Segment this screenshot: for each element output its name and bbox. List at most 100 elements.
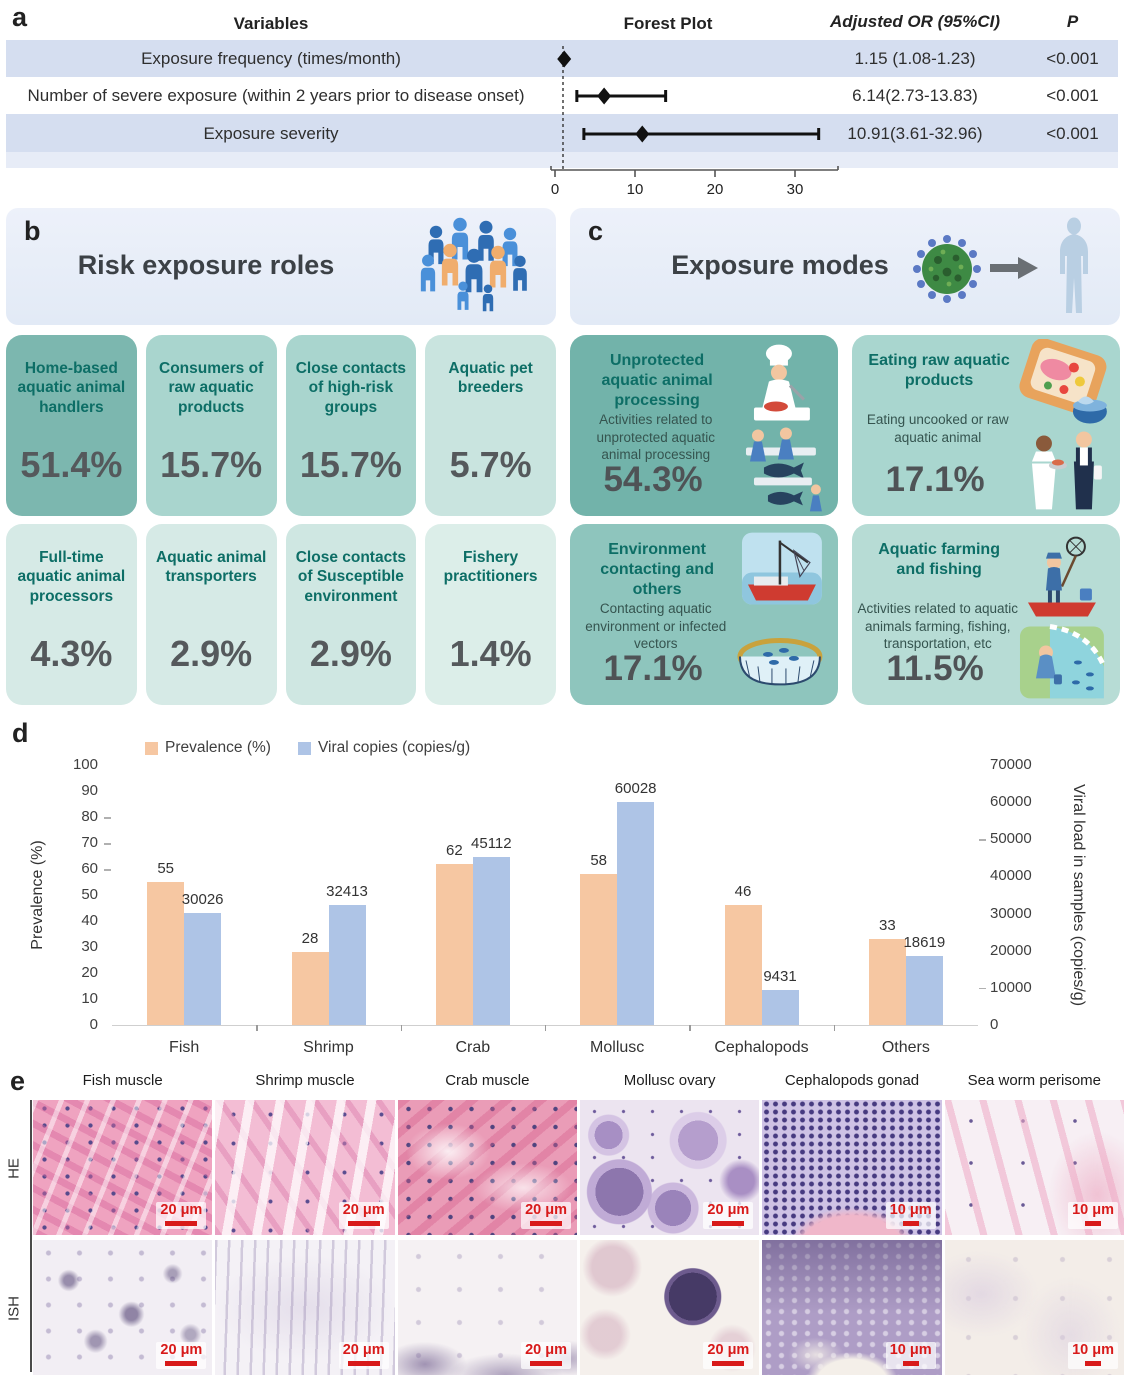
risk-role-percentage: 2.9% xyxy=(170,633,253,674)
exposure-mode-card: Unprotected aquatic animal processing Ac… xyxy=(570,335,838,516)
legend-label: Prevalence (%) xyxy=(165,739,271,756)
category-label: Cephalopods xyxy=(714,1039,809,1056)
panel-c-label: c xyxy=(588,216,604,246)
scale-bar: 20 μm xyxy=(156,1202,207,1229)
category-label: Others xyxy=(881,1039,930,1056)
column-header-p: P xyxy=(1066,12,1079,31)
scale-bar-label: 10 μm xyxy=(889,1342,932,1359)
risk-role-title: Fishery practitioners xyxy=(443,549,538,586)
scale-bar-label: 10 μm xyxy=(1072,1342,1114,1359)
prevalence-bar xyxy=(147,882,185,1025)
scale-bar-line xyxy=(165,1361,198,1366)
right-axis-tick-label: 30000 xyxy=(990,904,1032,922)
scale-bar: 20 μm xyxy=(703,1342,754,1369)
card-description: Activities related to aquatic animals fa… xyxy=(857,601,1019,652)
micrograph-column-label: Sea worm perisome xyxy=(967,1072,1102,1089)
card-title: Unprotected aquatic animal processing xyxy=(601,352,713,409)
prevalence-value-label: 33 xyxy=(878,917,896,935)
risk-role-percentage: 15.7% xyxy=(160,444,263,485)
axis-tick-label: 20 xyxy=(707,181,724,198)
estimate-diamond xyxy=(557,50,572,68)
row-variable: Number of severe exposure (within 2 year… xyxy=(27,86,525,105)
row-p-value: <0.001 xyxy=(1046,124,1099,143)
category-label: Fish xyxy=(169,1039,200,1056)
prevalence-value-label: 55 xyxy=(157,860,174,877)
panel-c-header: c Exposure modes xyxy=(570,208,1120,325)
row-or-ci: 10.91(3.61-32.96) xyxy=(847,124,983,143)
minor-tick xyxy=(104,843,111,845)
micrograph-column-label: Cephalopods gonad xyxy=(784,1072,920,1089)
he-micrograph: 20 μm xyxy=(579,1100,760,1235)
column-header-variables: Variables xyxy=(233,14,309,33)
estimate-diamond xyxy=(597,87,612,105)
scale-bar-line xyxy=(530,1361,563,1366)
panel-b-title: Risk exposure roles xyxy=(77,250,335,280)
x-axis-tick xyxy=(256,1025,258,1031)
table-row-band xyxy=(6,114,1118,152)
category-label: Mollusc xyxy=(590,1039,645,1056)
risk-role-title: Consumers of raw aquatic products xyxy=(159,360,264,416)
legend-swatch xyxy=(145,741,158,755)
prevalence-bar xyxy=(724,905,762,1025)
risk-role-percentage: 51.4% xyxy=(20,444,123,485)
viral-copies-value-label: 18619 xyxy=(903,933,946,951)
micrograph-column-label: Fish muscle xyxy=(82,1072,163,1089)
scale-bar-label: 20 μm xyxy=(160,1342,203,1359)
risk-role-title: Aquatic pet breeders xyxy=(448,360,533,397)
fisherman-and-pond-illustration xyxy=(1006,528,1116,701)
scale-bar-label: 20 μm xyxy=(707,1342,750,1359)
x-axis-tick xyxy=(833,1025,836,1031)
scale-bar-label: 20 μm xyxy=(707,1202,750,1219)
x-axis-tick xyxy=(400,1025,403,1031)
right-axis-title: Viral load in samples (copies/g) xyxy=(1070,783,1087,1007)
ish-micrograph: 20 μm xyxy=(33,1240,213,1375)
ish-micrograph: 10 μm xyxy=(762,1240,942,1375)
ish-micrograph: 20 μm xyxy=(215,1240,395,1375)
scale-bar: 20 μm xyxy=(338,1202,389,1229)
viral-copies-value-label: 30026 xyxy=(181,891,224,909)
right-axis-tick-label: 70000 xyxy=(990,756,1032,773)
micrograph-column-labels: Fish muscle Shrimp muscle Crab muscle Mollu… xyxy=(33,1072,1124,1089)
card-description: Activities related to unprotected aquati… xyxy=(596,412,716,463)
left-axis-tick-label: 80 xyxy=(81,808,98,825)
column-header-adjusted-or: Adjusted OR (95%CI) xyxy=(829,12,1001,31)
scale-bar-line xyxy=(1085,1361,1102,1366)
he-micrograph: 10 μm xyxy=(944,1100,1124,1235)
left-axis-tick-label: 100 xyxy=(72,756,98,773)
viral-copies-bar xyxy=(761,989,799,1025)
axis-tick-label: 30 xyxy=(787,181,804,198)
panel-d-label: d xyxy=(12,718,29,748)
right-axis-tick-label: 0 xyxy=(990,1016,999,1033)
risk-role-title: Aquatic animal transporters xyxy=(156,549,267,586)
ish-micrograph: 20 μm xyxy=(579,1240,760,1375)
viral-copies-value-label: 9431 xyxy=(763,967,797,985)
left-axis-tick-label: 0 xyxy=(89,1016,98,1033)
scale-bar-label: 20 μm xyxy=(342,1202,385,1219)
risk-role-title: Close contacts of high-risk groups xyxy=(295,360,406,416)
raw-seafood-serving-illustration xyxy=(1006,338,1116,512)
right-axis-tick-label: 10000 xyxy=(990,978,1032,996)
exposure-mode-cards: Unprotected aquatic animal processing Ac… xyxy=(570,335,1120,705)
panel-c-title: Exposure modes xyxy=(671,250,889,280)
row-p-value: <0.001 xyxy=(1046,86,1099,105)
left-axis-tick-label: 60 xyxy=(81,860,98,877)
row-variable: Exposure severity xyxy=(203,124,339,143)
right-axis-tick-label: 50000 xyxy=(990,830,1032,848)
risk-role-card: Close contacts of high-risk groups 15.7% xyxy=(285,335,417,516)
prevalence-viral-load-chart: Prevalence (%) Viral copies (copies/g) 0 10… xyxy=(0,712,1126,1065)
card-description: Eating uncooked or raw aquatic animal xyxy=(866,412,1009,445)
scale-bar-label: 20 μm xyxy=(525,1202,567,1219)
prevalence-value-label: 28 xyxy=(301,930,319,948)
minor-tick xyxy=(104,869,111,871)
micrograph-axis-line xyxy=(30,1100,32,1372)
scale-bar-line xyxy=(165,1221,198,1226)
viral-copies-value-label: 45112 xyxy=(471,835,512,853)
left-axis-tick-label: 90 xyxy=(81,782,98,799)
panel-b-label: b xyxy=(24,216,41,246)
minor-tick xyxy=(104,817,111,819)
fishing-boat-and-cage-illustration xyxy=(724,528,834,701)
risk-role-title: Home-based aquatic animal handlers xyxy=(17,360,126,416)
micrograph-column-label: Crab muscle xyxy=(445,1072,530,1089)
row-or-ci: 1.15 (1.08-1.23) xyxy=(854,49,976,68)
risk-role-card: Fishery practitioners 1.4% xyxy=(425,524,556,705)
